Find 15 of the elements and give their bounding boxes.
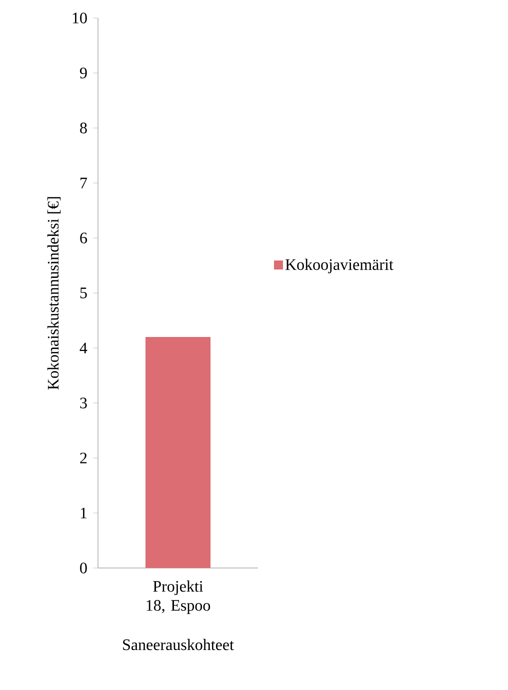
y-tick-label: 0 [80, 562, 87, 574]
y-tick-label: 6 [80, 232, 87, 244]
y-tick-label: 2 [80, 452, 87, 464]
y-tick-label: 8 [80, 122, 87, 134]
y-tick-label: 3 [80, 398, 87, 408]
y-tick-label: 5 [80, 288, 87, 298]
x-tick-label: Projekti 18, Espoo [146, 580, 210, 614]
legend-label: Kokoojaviemärit [285, 258, 394, 274]
y-tick-label: 9 [80, 68, 87, 78]
y-tick-label: 4 [80, 342, 88, 354]
y-tick-label: 10 [72, 12, 87, 24]
y-tick-label: 7 [80, 178, 88, 188]
y-tick-label: 1 [80, 508, 87, 518]
y-axis-title: Kokonaiskustannusindeksi [€] [47, 197, 61, 390]
x-axis-title: Saneerauskohteet [123, 638, 234, 650]
